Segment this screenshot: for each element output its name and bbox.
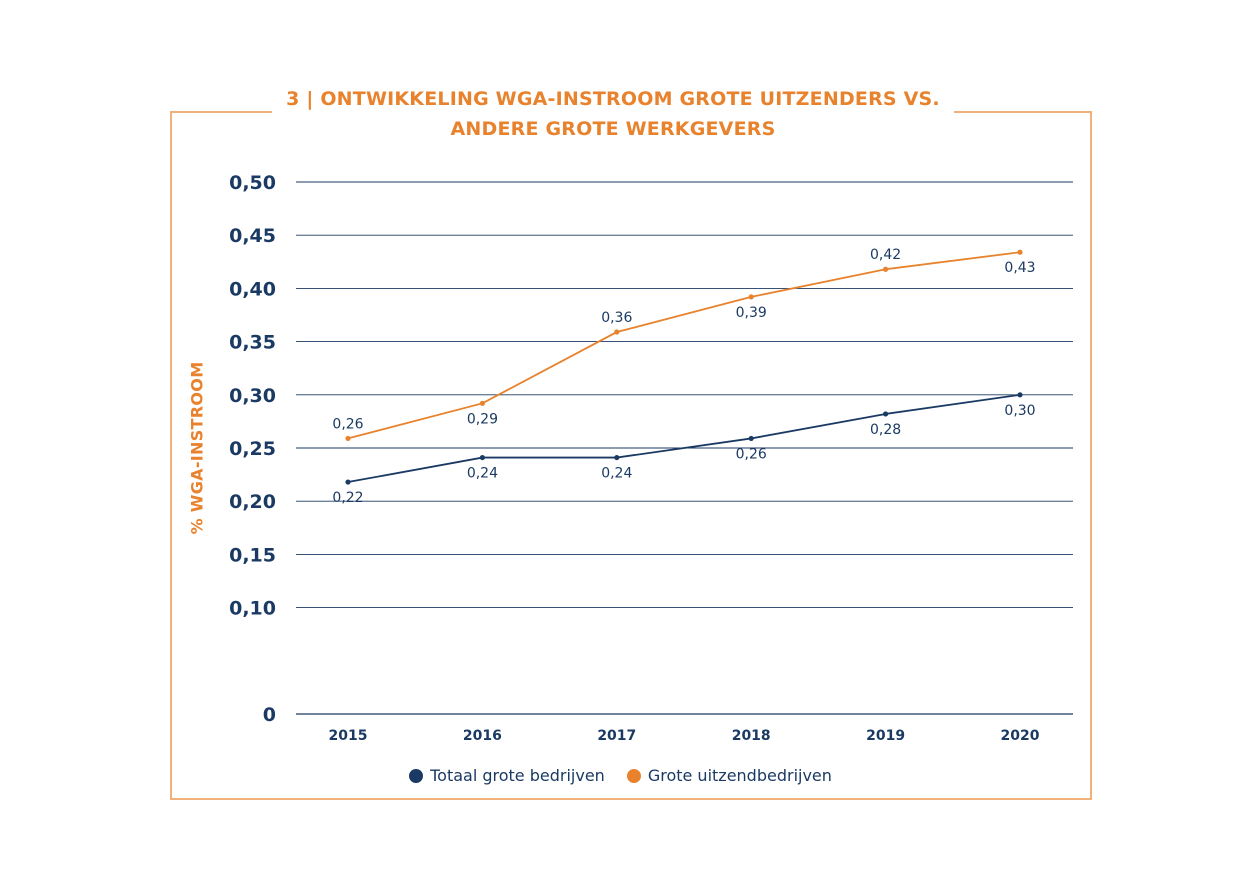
data-point bbox=[479, 400, 485, 406]
legend-item-totaal: Totaal grote bedrijven bbox=[409, 766, 605, 785]
chart-title-line-1: 3 | ONTWIKKELING WGA-INSTROOM GROTE UITZ… bbox=[286, 88, 940, 110]
chart-title-line-2: ANDERE GROTE WERKGEVERS bbox=[450, 118, 776, 140]
x-tick-label: 2019 bbox=[866, 728, 905, 744]
data-point bbox=[345, 479, 351, 485]
y-tick-label: 0,30 bbox=[229, 385, 276, 407]
data-label: 0,36 bbox=[601, 310, 632, 326]
y-tick-label: 0,35 bbox=[229, 332, 276, 354]
legend-item-uitzend: Grote uitzendbedrijven bbox=[626, 766, 832, 785]
data-label: 0,43 bbox=[1004, 260, 1035, 276]
series-line-2 bbox=[347, 251, 1021, 440]
x-tick-label: 2018 bbox=[732, 728, 771, 744]
data-label: 0,30 bbox=[1004, 403, 1035, 419]
y-tick-label: 0,50 bbox=[229, 172, 276, 194]
chart-title: 3 | ONTWIKKELING WGA-INSTROOM GROTE UITZ… bbox=[272, 84, 954, 144]
legend-marker-totaal bbox=[409, 768, 424, 783]
data-point bbox=[479, 454, 485, 461]
y-tick-label: 0,15 bbox=[229, 544, 276, 566]
data-label: 0,29 bbox=[467, 411, 498, 427]
data-label: 0,39 bbox=[736, 305, 767, 321]
title-background bbox=[272, 80, 954, 140]
legend-marker-uitzend bbox=[626, 768, 641, 783]
data-point bbox=[614, 454, 620, 461]
data-point bbox=[748, 294, 754, 300]
y-tick-label: 0 bbox=[263, 704, 276, 726]
data-label: 0,26 bbox=[736, 446, 767, 462]
x-tick-label: 2015 bbox=[329, 728, 368, 744]
legend: Totaal grote bedrijven Grote uitzendbedr… bbox=[0, 766, 1241, 785]
data-label: 0,24 bbox=[467, 466, 498, 482]
data-point bbox=[748, 435, 754, 442]
y-tick-label: 0,25 bbox=[229, 438, 276, 460]
data-point bbox=[883, 411, 889, 417]
y-tick-label: 0,20 bbox=[229, 491, 276, 513]
data-point bbox=[1017, 249, 1023, 255]
legend-label-totaal: Totaal grote bedrijven bbox=[430, 766, 605, 785]
x-tick-label: 2016 bbox=[463, 728, 502, 744]
x-tick-label: 2017 bbox=[597, 728, 636, 744]
data-label: 0,28 bbox=[870, 422, 901, 438]
data-label: 0,26 bbox=[332, 416, 363, 432]
data-point bbox=[614, 329, 620, 335]
data-label: 0,24 bbox=[601, 466, 632, 482]
y-tick-label: 0,10 bbox=[229, 598, 276, 620]
data-point bbox=[883, 266, 889, 272]
x-tick-label: 2020 bbox=[1001, 728, 1040, 744]
series-line-1 bbox=[347, 393, 1021, 483]
data-point bbox=[1017, 392, 1023, 398]
y-tick-label: 0,40 bbox=[229, 278, 276, 300]
data-point bbox=[345, 435, 351, 442]
y-tick-label: 0,45 bbox=[229, 225, 276, 247]
data-label: 0,22 bbox=[332, 490, 363, 506]
data-label: 0,42 bbox=[870, 247, 901, 263]
legend-label-uitzend: Grote uitzendbedrijven bbox=[647, 766, 832, 785]
